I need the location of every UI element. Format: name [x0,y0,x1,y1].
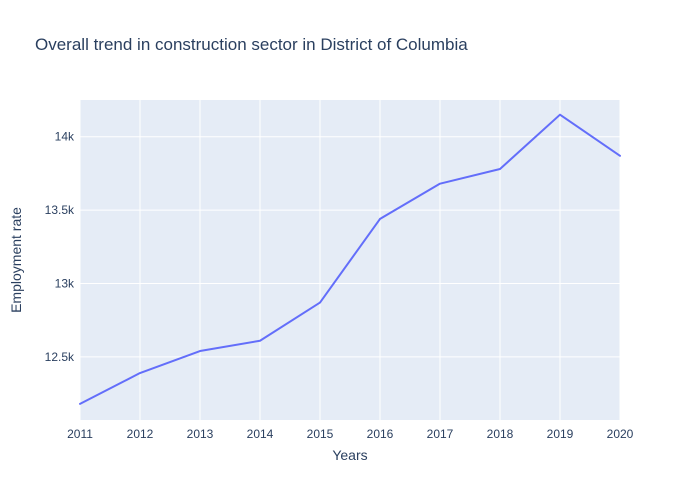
x-tick-label: 2015 [307,427,334,441]
data-point [619,154,622,157]
series-line [79,113,621,405]
x-tick-label: 2014 [247,427,274,441]
gridlines [79,100,621,420]
data-point [439,182,442,185]
data-point [259,339,262,342]
chart-title: Overall trend in construction sector in … [35,35,468,54]
data-point [139,372,142,375]
y-tick-label: 12.5k [45,350,75,364]
data-point [379,217,382,220]
data-point [79,402,82,405]
x-axis-ticks: 2011 2012 2013 2014 2015 2016 2017 2018 2019 2020 [67,427,634,441]
y-tick-label: 13k [55,276,75,290]
x-tick-label: 2020 [607,427,634,441]
y-axis-title: Employment rate [8,207,24,313]
series-group [79,113,622,405]
x-tick-label: 2019 [547,427,574,441]
x-tick-label: 2012 [127,427,154,441]
y-tick-label: 14k [55,130,75,144]
x-tick-label: 2011 [67,427,93,441]
x-tick-label: 2018 [487,427,514,441]
x-tick-label: 2013 [187,427,214,441]
data-point [559,113,562,116]
x-tick-label: 2017 [427,427,454,441]
data-point [199,350,202,353]
data-point [319,301,322,304]
data-point [499,167,502,170]
y-tick-label: 13.5k [45,203,75,217]
x-tick-label: 2016 [367,427,394,441]
y-axis-ticks: 12.5k 13k 13.5k 14k [45,130,75,364]
x-axis-title: Years [332,447,367,463]
